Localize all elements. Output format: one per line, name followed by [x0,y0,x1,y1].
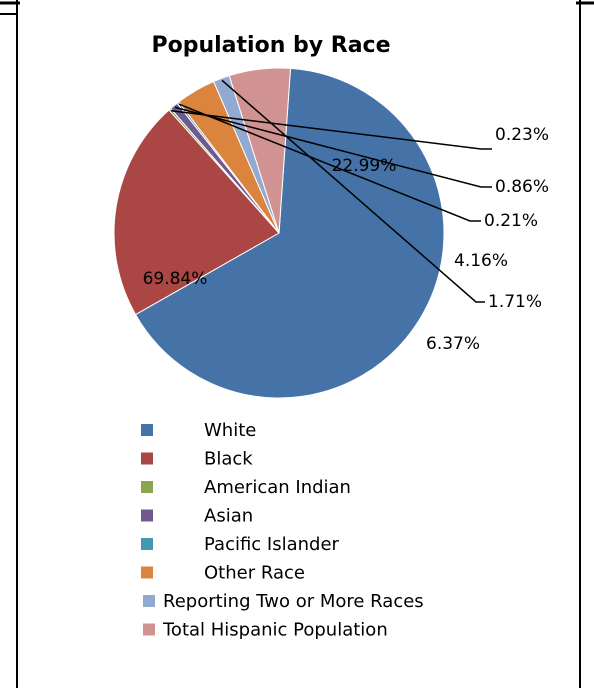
legend-label-reporting-two-or-more-races: Reporting Two or More Races [163,591,424,612]
legend-swatch-black [141,452,153,465]
pie-slices [113,67,445,399]
slice-white [134,67,445,399]
data-label-pacific-islander: 0.21% [484,211,538,231]
legend-swatch-american-indian [141,481,153,493]
data-label-black: 22.99% [332,156,397,176]
legend-label-american-indian: American Indian [204,477,351,498]
legend-swatch-other-race [141,566,153,579]
data-label-reporting-two-or-more-races: 1.71% [488,292,542,312]
data-label-white: 69.84% [143,269,208,289]
leader-line-pacific-islander [178,103,481,222]
legend-label-white: White [204,420,256,441]
legend-swatch-asian [141,509,153,522]
legend-label-asian: Asian [204,506,253,527]
legend-label-pacific-islander: Pacific Islander [204,534,340,555]
slice-total-hispanic-population [228,67,292,234]
legend-label-total-hispanic-population: Total Hispanic Population [162,620,388,641]
leader-line-asian [174,106,492,188]
legend-swatch-reporting-two-or-more-races [143,595,155,607]
data-label-american-indian: 0.23% [495,125,549,145]
leader-lines [171,79,492,303]
legend-swatch-total-hispanic-population [143,623,155,636]
legend-swatch-pacific-islander [141,538,153,550]
data-label-asian: 0.86% [495,177,549,197]
data-label-other-race: 4.16% [454,251,508,271]
chart-title: Population by Race [151,33,390,58]
legend-label-black: Black [204,449,253,470]
legend-swatch-white [141,424,153,436]
data-label-total-hispanic-population: 6.37% [426,334,480,354]
leader-line-american-indian [171,110,492,150]
data-labels: 69.84% 22.99% 0.23% 0.86% 0.21% 4.16% 1.71% 6.3… [143,125,549,354]
slice-black [113,109,280,316]
leader-line-reporting-two-or-more-races [221,79,485,303]
legend: White Black American Indian Asian Pacific Is… [141,420,424,641]
legend-label-other-race: Other Race [204,563,305,584]
